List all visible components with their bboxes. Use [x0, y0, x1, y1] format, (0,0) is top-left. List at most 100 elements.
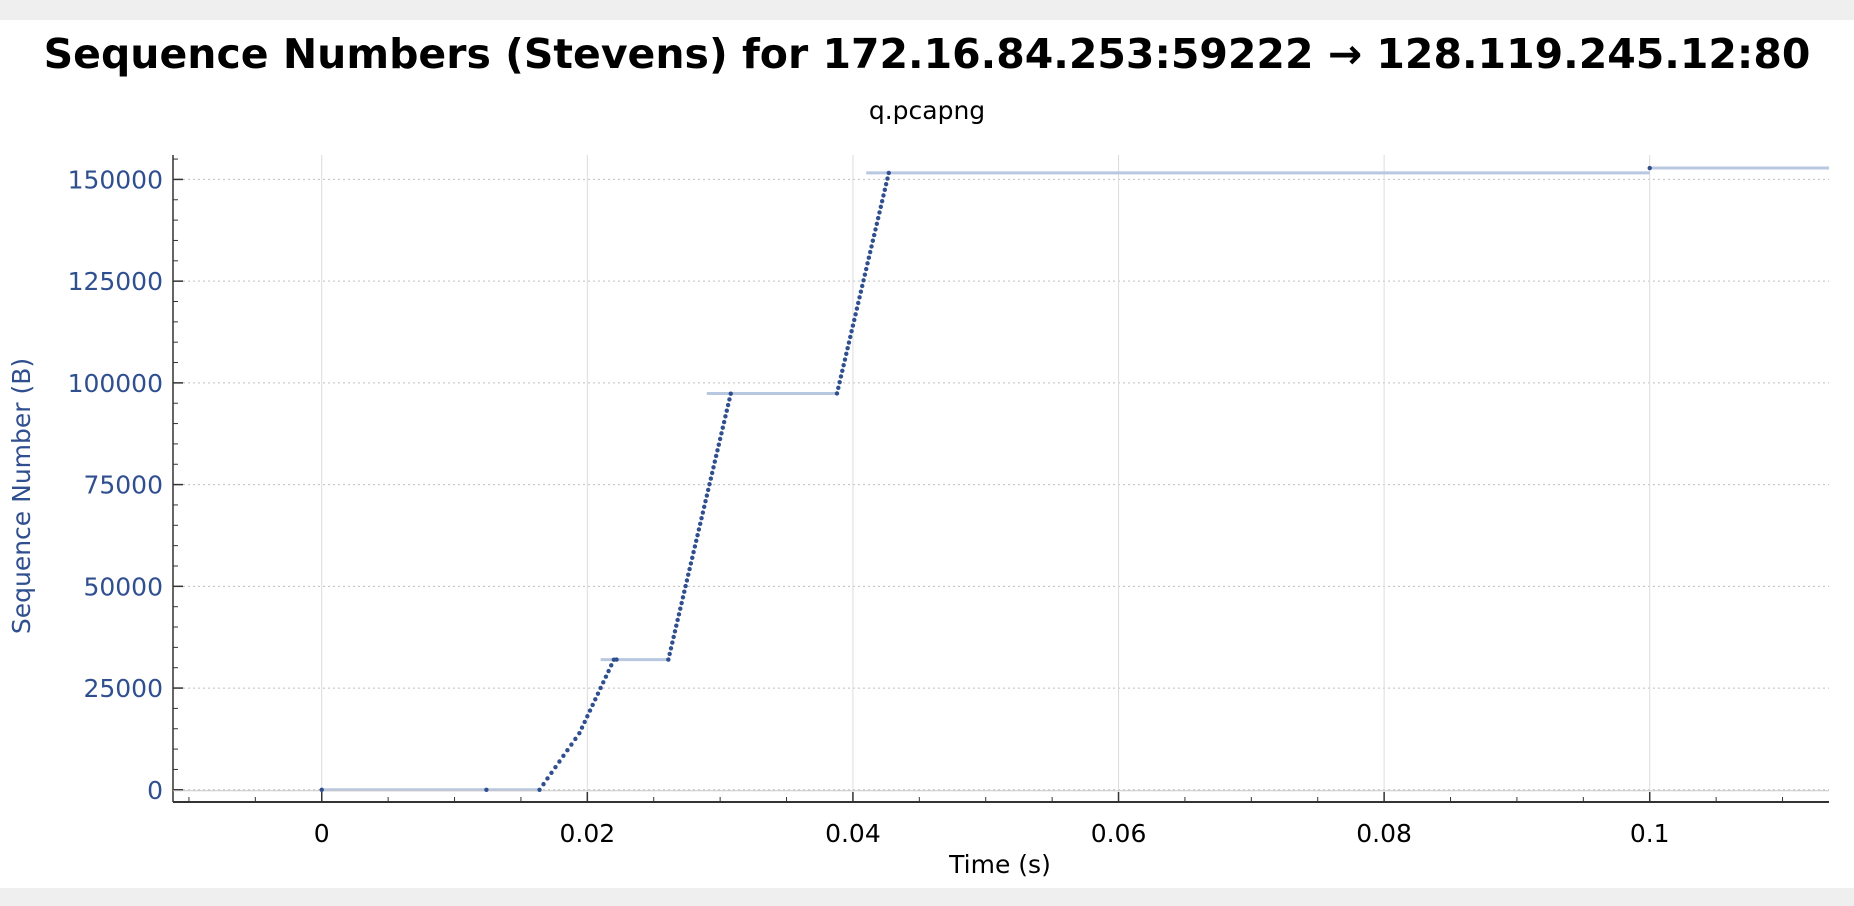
data-point: [553, 764, 558, 770]
tick-labels: 0 25000 50000 75000 100000 125000 150000 0 0.02 0…: [68, 165, 1670, 848]
data-point: [549, 770, 554, 776]
data-point: [845, 346, 850, 351]
data-point: [715, 448, 720, 453]
data-point: [854, 306, 860, 311]
data-point: [882, 187, 888, 193]
data-point: [579, 725, 585, 730]
data-point: [666, 657, 671, 662]
chart-title: Sequence Numbers (Stevens) for 172.16.84…: [43, 30, 1811, 78]
data-point: [848, 334, 853, 340]
data-point: [862, 272, 868, 277]
y-tick-label: 150000: [68, 165, 163, 194]
x-tick-label: 0.08: [1356, 819, 1412, 848]
data-point: [841, 362, 846, 368]
data-point: [684, 578, 690, 583]
data-point: [679, 600, 684, 606]
data-point: [728, 391, 733, 396]
data-point: [712, 459, 718, 464]
data-point: [670, 640, 675, 645]
data-point: [587, 708, 593, 713]
data-point: [724, 408, 729, 413]
data-point: [878, 204, 884, 210]
data-point: [852, 317, 857, 323]
data-point: [698, 521, 703, 527]
data-point: [678, 606, 683, 611]
data-point: [886, 170, 891, 176]
data-point: [836, 385, 841, 390]
data-point: [700, 510, 706, 515]
data-point: [703, 499, 708, 504]
sequence-plot: 0 25000 50000 75000 100000 125000 150000 0 0.02 0…: [7, 155, 1829, 879]
data-point: [866, 255, 872, 260]
data-point: [842, 357, 848, 362]
data-point: [721, 419, 727, 425]
y-tick-label: 0: [147, 776, 163, 805]
data-points: [319, 165, 1652, 792]
data-point: [484, 787, 489, 792]
data-point: [614, 657, 619, 662]
data-point: [561, 753, 566, 759]
data-point: [713, 453, 719, 459]
data-point: [856, 300, 861, 306]
data-point: [846, 340, 852, 345]
data-point: [725, 402, 731, 408]
data-point: [881, 193, 886, 198]
data-point: [844, 351, 849, 357]
data-point: [870, 238, 876, 243]
chart-subtitle: q.pcapng: [868, 96, 986, 125]
data-point: [683, 583, 688, 589]
y-axis-label: Sequence Number (B): [7, 358, 36, 634]
data-point: [687, 566, 692, 572]
data-point: [853, 312, 858, 317]
data-point: [709, 470, 715, 476]
data-point: [598, 685, 603, 691]
data-point: [699, 515, 704, 521]
data-point: [877, 210, 882, 215]
data-point: [704, 493, 710, 498]
data-point: [865, 261, 870, 266]
data-point: [871, 232, 877, 238]
data-point: [701, 504, 707, 510]
data-point: [850, 323, 856, 328]
y-tick-label: 75000: [83, 471, 163, 500]
data-point: [593, 697, 598, 702]
data-point: [585, 714, 590, 719]
data-point: [609, 663, 614, 668]
data-point: [858, 289, 864, 294]
data-point: [692, 544, 698, 549]
data-point: [867, 249, 873, 255]
y-tick-label: 50000: [83, 572, 163, 601]
data-point: [686, 572, 691, 577]
x-tick-label: 0.04: [825, 819, 881, 848]
y-tick-label: 25000: [83, 674, 163, 703]
data-point: [537, 787, 542, 792]
data-point: [849, 329, 854, 334]
data-point: [688, 561, 694, 566]
data-point: [682, 589, 687, 594]
data-point: [840, 368, 845, 374]
data-point: [672, 629, 678, 634]
data-point: [691, 549, 696, 555]
data-point: [676, 612, 682, 617]
data-point: [1647, 165, 1652, 171]
data-point: [875, 215, 881, 221]
data-point: [569, 742, 574, 747]
data-point: [837, 379, 842, 385]
data-point: [668, 646, 674, 651]
data-point: [582, 719, 587, 725]
data-point: [860, 283, 865, 289]
plateau-lines: [321, 166, 1829, 792]
data-point: [861, 278, 866, 283]
x-tick-label: 0.02: [559, 819, 615, 848]
data-point: [727, 397, 732, 402]
data-point: [603, 674, 609, 679]
data-point: [541, 781, 546, 787]
data-point: [873, 227, 878, 232]
x-tick-label: 0: [314, 819, 330, 848]
data-point: [864, 266, 869, 272]
x-tick-label: 0.1: [1630, 819, 1670, 848]
data-point: [694, 538, 699, 543]
data-point: [696, 527, 702, 532]
data-point: [711, 465, 716, 470]
data-point: [869, 244, 874, 249]
